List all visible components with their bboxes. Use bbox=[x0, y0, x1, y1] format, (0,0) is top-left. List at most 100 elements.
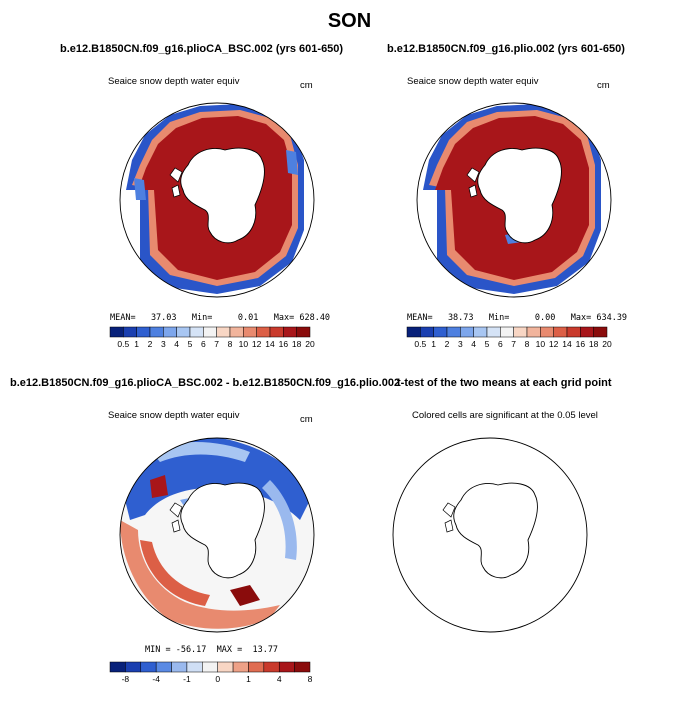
panel4-title: t-test of the two means at each grid poi… bbox=[397, 377, 612, 389]
panel2-colorbar-tick-label: 2 bbox=[445, 339, 450, 349]
panel1-colorbar-tick-label: 3 bbox=[161, 339, 166, 349]
panel2-colorbar-tick-label: 10 bbox=[536, 339, 546, 349]
panel1-colorbar-swatch bbox=[176, 326, 191, 338]
panel1-colorbar-tick-label: 14 bbox=[265, 339, 275, 349]
panel1-colorbar-swatch bbox=[149, 326, 164, 338]
panel1-colorbar-tick-label: 2 bbox=[148, 339, 153, 349]
panel2-antarctica-outline bbox=[466, 147, 562, 244]
panel2-colorbar-swatch bbox=[500, 326, 514, 338]
panel2-colorbar-swatch bbox=[593, 326, 608, 338]
panel2-colorbar-swatch bbox=[420, 326, 434, 338]
panel1-colorbar-tick-label: 10 bbox=[239, 339, 249, 349]
panel1-colorbar-tick-label: 16 bbox=[279, 339, 289, 349]
panel3-colorbar: -8 -4 -1 0 1 4 8 bbox=[109, 661, 313, 684]
panel1-antarctica-outline bbox=[169, 147, 265, 244]
panel2-colorbar-tick-label: 16 bbox=[576, 339, 586, 349]
panel3-colorbar-tick-label: -4 bbox=[152, 674, 160, 684]
panel1-colorbar-tick-label: 20 bbox=[305, 339, 315, 349]
panel2-colorbar: 0.5 1 2 3 4 5 6 7 8 10 12 14 16 18 20 bbox=[406, 326, 612, 349]
panel2-colorbar-tick-label: 14 bbox=[562, 339, 572, 349]
panel3-colorbar-swatch bbox=[202, 661, 218, 673]
panel1-colorbar-swatch bbox=[269, 326, 284, 338]
panel1-colorbar-tick-label: 4 bbox=[174, 339, 179, 349]
panel2-title: b.e12.B1850CN.f09_g16.plio.002 (yrs 601-… bbox=[387, 43, 625, 55]
panel2-colorbar-swatch bbox=[460, 326, 474, 338]
panel3-stats: MIN = -56.17 MAX = 13.77 bbox=[145, 645, 279, 655]
panel1-colorbar-swatch bbox=[203, 326, 217, 338]
panel2-colorbar-tick-label: 6 bbox=[498, 339, 503, 349]
panel1-colorbar-tick-label: 8 bbox=[228, 339, 233, 349]
panel1-colorbar-swatch bbox=[256, 326, 271, 338]
panel2-colorbar-swatch bbox=[566, 326, 581, 338]
panel1-colorbar-swatch bbox=[189, 326, 204, 338]
panel1-colorbar-swatch bbox=[283, 326, 297, 338]
panel1-colorbar-tick-label: 1 bbox=[134, 339, 139, 349]
panel3-colorbar-tick-label: -8 bbox=[122, 674, 130, 684]
panel1-colorbar-swatch bbox=[109, 326, 124, 338]
panel2-colorbar-tick-label: 18 bbox=[589, 339, 599, 349]
panel2-colorbar-tick-label: 5 bbox=[485, 339, 490, 349]
panel3-colorbar-tick-label: 1 bbox=[246, 674, 251, 684]
panel1-colorbar: 0.5 1 2 3 4 5 6 7 8 10 12 14 16 18 20 bbox=[109, 326, 315, 349]
panel2-units: cm bbox=[597, 80, 610, 91]
panel2-colorbar-tick-label: 3 bbox=[458, 339, 463, 349]
panel1-colorbar-tick-label: 5 bbox=[188, 339, 193, 349]
panel2-colorbar-swatch bbox=[486, 326, 501, 338]
panel1-colorbar-tick-label: 6 bbox=[201, 339, 206, 349]
panel1-colorbar-tick-label: 12 bbox=[252, 339, 262, 349]
panel3-colorbar-swatch bbox=[109, 661, 126, 673]
panel1-colorbar-swatch bbox=[136, 326, 151, 338]
panel3-colorbar-swatch bbox=[278, 661, 295, 673]
panel2-colorbar-tick-label: 12 bbox=[549, 339, 559, 349]
panel3-title: b.e12.B1850CN.f09_g16.plioCA_BSC.002 - b… bbox=[10, 377, 401, 389]
panel3-variable: Seaice snow depth water equiv bbox=[108, 410, 240, 421]
panel3-colorbar-swatch bbox=[155, 661, 172, 673]
panel2-colorbar-swatch bbox=[406, 326, 421, 338]
panel1-variable: Seaice snow depth water equiv bbox=[108, 76, 240, 87]
panel2-colorbar-tick-label: 0.5 bbox=[414, 339, 426, 349]
panel3-colorbar-swatch bbox=[294, 661, 311, 673]
panel1-colorbar-swatch bbox=[123, 326, 137, 338]
panel1-colorbar-tick-label: 7 bbox=[214, 339, 219, 349]
panel1-colorbar-swatch bbox=[163, 326, 177, 338]
panel2-colorbar-swatch bbox=[526, 326, 541, 338]
panel3-colorbar-swatch bbox=[217, 661, 234, 673]
panel2-colorbar-tick-label: 7 bbox=[511, 339, 516, 349]
panel1-colorbar-swatch bbox=[216, 326, 231, 338]
panel3-colorbar-swatch bbox=[186, 661, 203, 673]
panel3-units: cm bbox=[300, 414, 313, 425]
season-title: SON bbox=[327, 10, 372, 32]
panel1-colorbar-swatch bbox=[243, 326, 257, 338]
panel3-colorbar-swatch bbox=[171, 661, 188, 673]
panel4-antarctica-outline bbox=[442, 482, 538, 579]
panel2-colorbar-tick-label: 20 bbox=[602, 339, 612, 349]
panel3-colorbar-tick-label: 4 bbox=[277, 674, 282, 684]
panel2-colorbar-swatch bbox=[553, 326, 568, 338]
panel1-units: cm bbox=[300, 80, 313, 91]
panel2-colorbar-swatch bbox=[433, 326, 448, 338]
panel3-colorbar-swatch bbox=[263, 661, 280, 673]
panel3-antarctica-outline bbox=[169, 482, 265, 579]
panel2-colorbar-swatch bbox=[513, 326, 528, 338]
panel3-colorbar-tick-label: 8 bbox=[308, 674, 313, 684]
panel4-note: Colored cells are significant at the 0.0… bbox=[412, 410, 598, 421]
panel2-colorbar-swatch bbox=[540, 326, 554, 338]
panel2-colorbar-tick-label: 1 bbox=[431, 339, 436, 349]
panel1-title: b.e12.B1850CN.f09_g16.plioCA_BSC.002 (yr… bbox=[60, 43, 344, 55]
panel3-colorbar-swatch bbox=[232, 661, 249, 673]
panel3-colorbar-swatch bbox=[125, 661, 142, 673]
panel3-colorbar-tick-label: -1 bbox=[183, 674, 191, 684]
panel2-colorbar-swatch bbox=[580, 326, 594, 338]
panel1-colorbar-swatch bbox=[229, 326, 244, 338]
panel2-stats: MEAN= 38.73 Min= 0.00 Max= 634.39 bbox=[407, 313, 628, 323]
panel1-colorbar-swatch bbox=[296, 326, 311, 338]
panel1-colorbar-tick-label: 18 bbox=[292, 339, 302, 349]
panel3-colorbar-swatch bbox=[248, 661, 265, 673]
panel3-colorbar-tick-label: 0 bbox=[215, 674, 220, 684]
panel2-colorbar-swatch bbox=[446, 326, 461, 338]
panel2-colorbar-tick-label: 8 bbox=[525, 339, 530, 349]
